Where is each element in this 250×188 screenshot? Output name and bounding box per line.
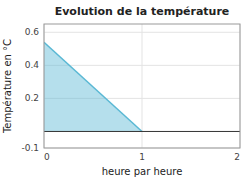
line: [44, 42, 142, 131]
y-tick-label: 0.2: [25, 93, 39, 103]
baseline: [44, 131, 240, 132]
x-tick-label: 1: [139, 152, 145, 162]
plot-data: [44, 42, 240, 131]
chart: -0.1 0.2 0.4 0.6 0 1 2 Evolution de la températ…: [0, 0, 250, 188]
plot-frame: [44, 24, 240, 148]
y-tick-label: -0.1: [21, 143, 39, 153]
grid: [44, 24, 240, 148]
y-tick-label: 0.6: [25, 27, 40, 37]
y-axis-label: Température en °C: [2, 39, 13, 134]
grid-line: [142, 24, 143, 148]
chart-container: -0.1 0.2 0.4 0.6 0 1 2 Evolution de la températ…: [0, 0, 250, 188]
y-tick-label: 0.4: [25, 60, 40, 70]
plot-background: [44, 24, 240, 148]
x-tick-label: 0: [44, 152, 50, 162]
x-axis-label: heure par heure: [102, 166, 183, 177]
area: [44, 42, 142, 131]
x-tick-label: 2: [234, 152, 240, 162]
title: Evolution de la température: [55, 5, 230, 18]
